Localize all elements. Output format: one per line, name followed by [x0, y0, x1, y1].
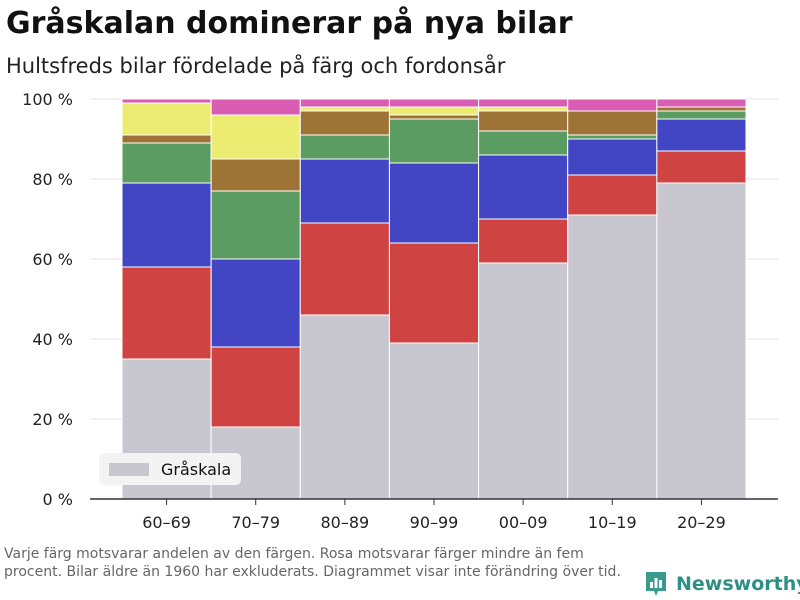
x-tick-label: 90–99: [410, 513, 459, 532]
bar-segment-6: [210, 114, 301, 160]
bar-segment-7: [478, 98, 569, 108]
bar-segment-2: [121, 266, 212, 360]
bar-segment-6: [299, 106, 390, 112]
footnote: Varje färg motsvarar andelen av den färg…: [4, 546, 621, 580]
bar-segment-3: [210, 258, 301, 348]
y-tick-label: 100 %: [22, 90, 73, 109]
bar-segment-1: [388, 342, 480, 500]
y-tick-label: 80 %: [32, 170, 73, 189]
newsworthy-logo: Newsworthy: [644, 569, 800, 599]
bar-segment-4: [388, 118, 480, 164]
bar-segment-7: [567, 98, 658, 112]
bar-segment-7: [121, 98, 212, 104]
y-tick-label: 60 %: [32, 250, 73, 269]
bar-segment-4: [299, 134, 390, 160]
bar-chart-icon: [646, 572, 666, 596]
y-tick-label: 0 %: [43, 490, 73, 509]
bar-segment-3: [567, 138, 658, 176]
bar-segment-7: [299, 98, 390, 108]
bar-segment-5: [121, 134, 212, 144]
axes: 0 % 20 % 40 % 60 % 80 % 100 % 60–69 70–79 80–89 9…: [22, 90, 778, 532]
brand-name: Newsworthy: [676, 573, 800, 595]
y-tick-label: 40 %: [32, 330, 73, 349]
bar-segment-1: [567, 214, 658, 500]
bar-segment-3: [121, 182, 212, 268]
bar-segment-5: [478, 110, 569, 132]
bar-segment-3: [299, 158, 390, 224]
legend: Gråskala: [99, 453, 242, 485]
bar-segment-3: [478, 154, 569, 220]
bar-segment-6: [388, 106, 480, 116]
bar-segment-4: [121, 142, 212, 184]
bar-segment-2: [567, 174, 658, 216]
bar-segment-7: [388, 98, 480, 108]
bar-segment-2: [478, 218, 569, 264]
x-tick-label: 60–69: [142, 513, 191, 532]
bar-segment-4: [567, 134, 658, 140]
bar-segment-6: [478, 106, 569, 112]
bar-segment-4: [656, 110, 747, 120]
x-tick-label: 10–19: [588, 513, 637, 532]
bar-segment-5: [210, 158, 301, 192]
bar-segment-6: [121, 102, 212, 136]
stacked-bar-chart: 0 % 20 % 40 % 60 % 80 % 100 % 60–69 70–79 80–89 9…: [22, 90, 778, 532]
bar-segment-2: [299, 222, 390, 316]
bar-segment-4: [210, 190, 301, 260]
x-tick-label: 20–29: [677, 513, 726, 532]
legend-swatch-graskala: [109, 462, 149, 476]
bar-segment-1: [299, 314, 390, 500]
bar-segment-5: [299, 110, 390, 136]
legend-label-graskala: Gråskala: [161, 459, 232, 479]
x-tick-label: 80–89: [320, 513, 369, 532]
bar-segment-3: [388, 162, 480, 244]
x-tick-label: 70–79: [231, 513, 280, 532]
bar-segment-5: [388, 114, 480, 120]
bar-segment-7: [210, 98, 301, 116]
bar-segment-2: [388, 242, 480, 344]
bar-segment-5: [656, 106, 747, 112]
chart-subtitle: Hultsfreds bilar fördelade på färg och f…: [6, 54, 506, 78]
bar-segment-1: [478, 262, 569, 500]
chart-title: Gråskalan dominerar på nya bilar: [6, 6, 573, 41]
x-tick-label: 00–09: [499, 513, 548, 532]
y-tick-label: 20 %: [32, 410, 73, 429]
bar-segment-4: [478, 130, 569, 156]
bars: [121, 98, 747, 500]
bar-segment-2: [656, 150, 747, 184]
bar-segment-7: [656, 98, 747, 108]
bar-segment-2: [210, 346, 301, 428]
bar-segment-5: [567, 110, 658, 136]
bar-segment-1: [656, 182, 747, 500]
bar-segment-3: [656, 118, 747, 152]
